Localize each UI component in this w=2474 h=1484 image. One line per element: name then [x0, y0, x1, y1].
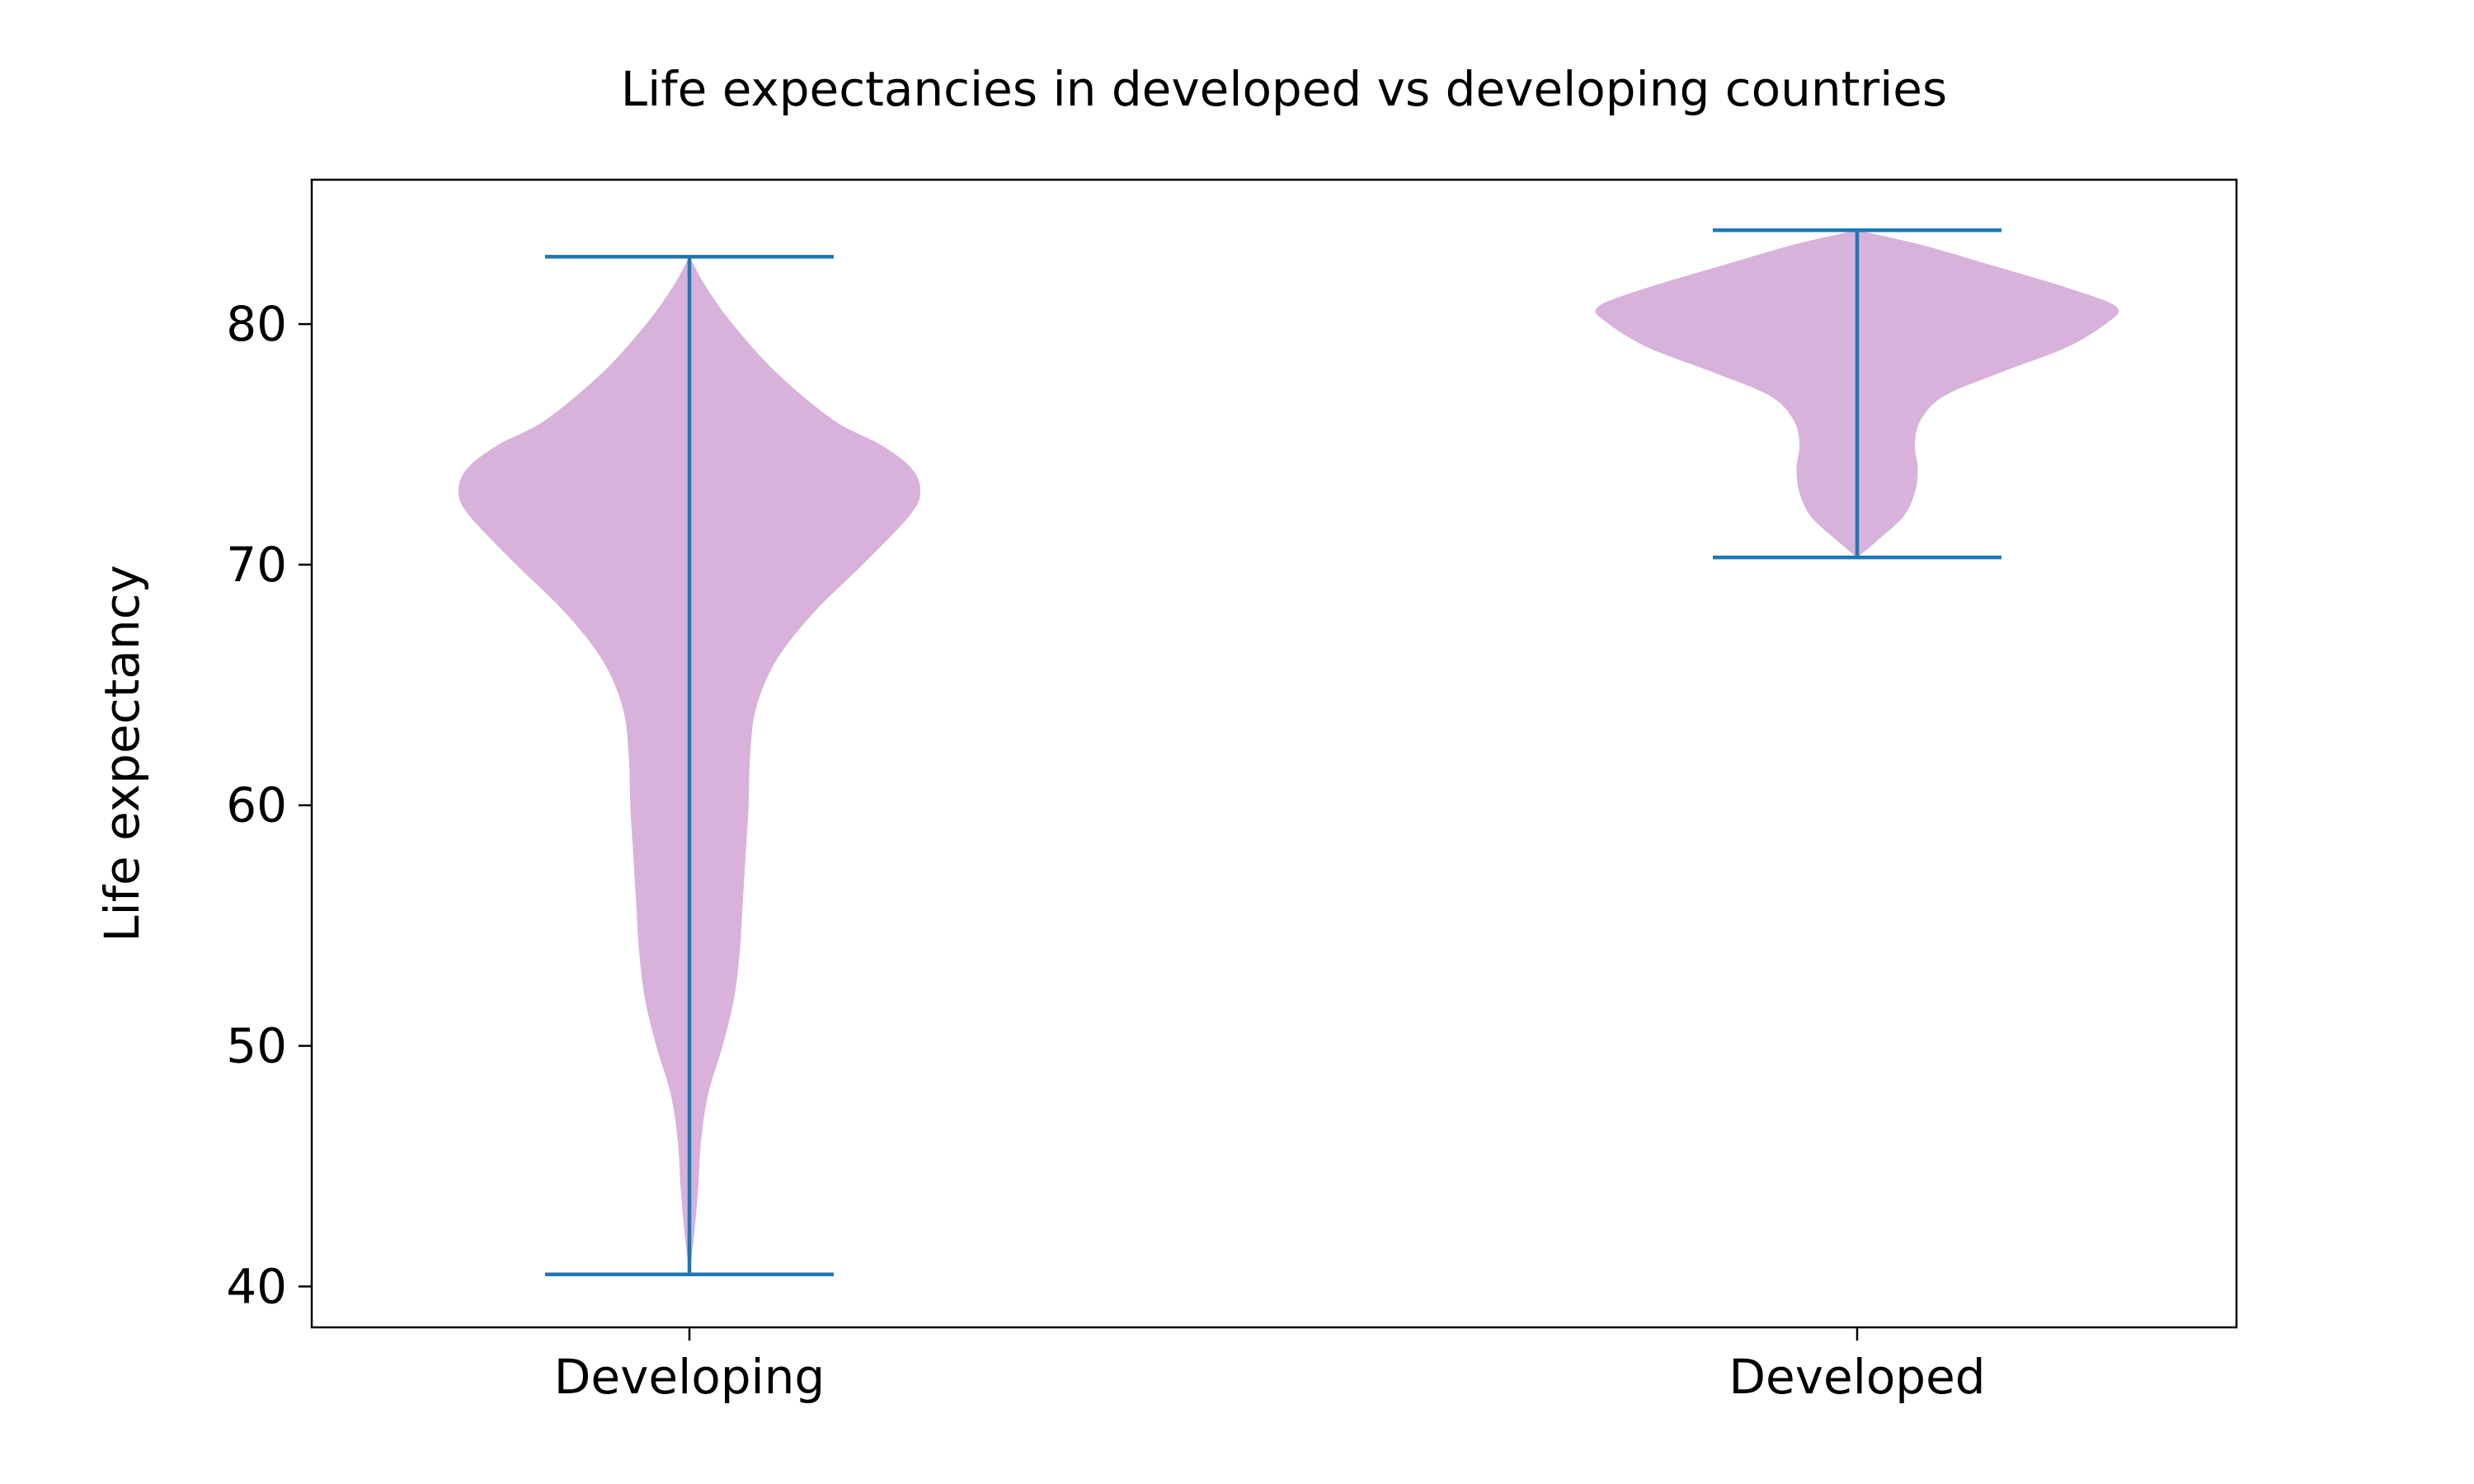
y-tick-label-40: 40	[226, 1258, 287, 1314]
plot-area-frame	[310, 178, 2238, 1329]
y-tick-label-60: 60	[226, 777, 287, 834]
y-tick-label-80: 80	[226, 296, 287, 352]
y-axis: 40 50 60 70 80	[226, 296, 312, 1314]
y-tick-label-50: 50	[226, 1018, 287, 1074]
x-axis: Developing Developed	[554, 1327, 1986, 1405]
y-tick-label-70: 70	[226, 537, 287, 593]
chart-title: Life expectancies in developed vs develo…	[621, 61, 1947, 117]
y-axis-label: Life expectancy	[94, 565, 150, 942]
x-tick-label-developed: Developed	[1729, 1349, 1985, 1405]
x-tick-label-developing: Developing	[554, 1349, 825, 1405]
violin-lines-layer	[545, 228, 2001, 1277]
